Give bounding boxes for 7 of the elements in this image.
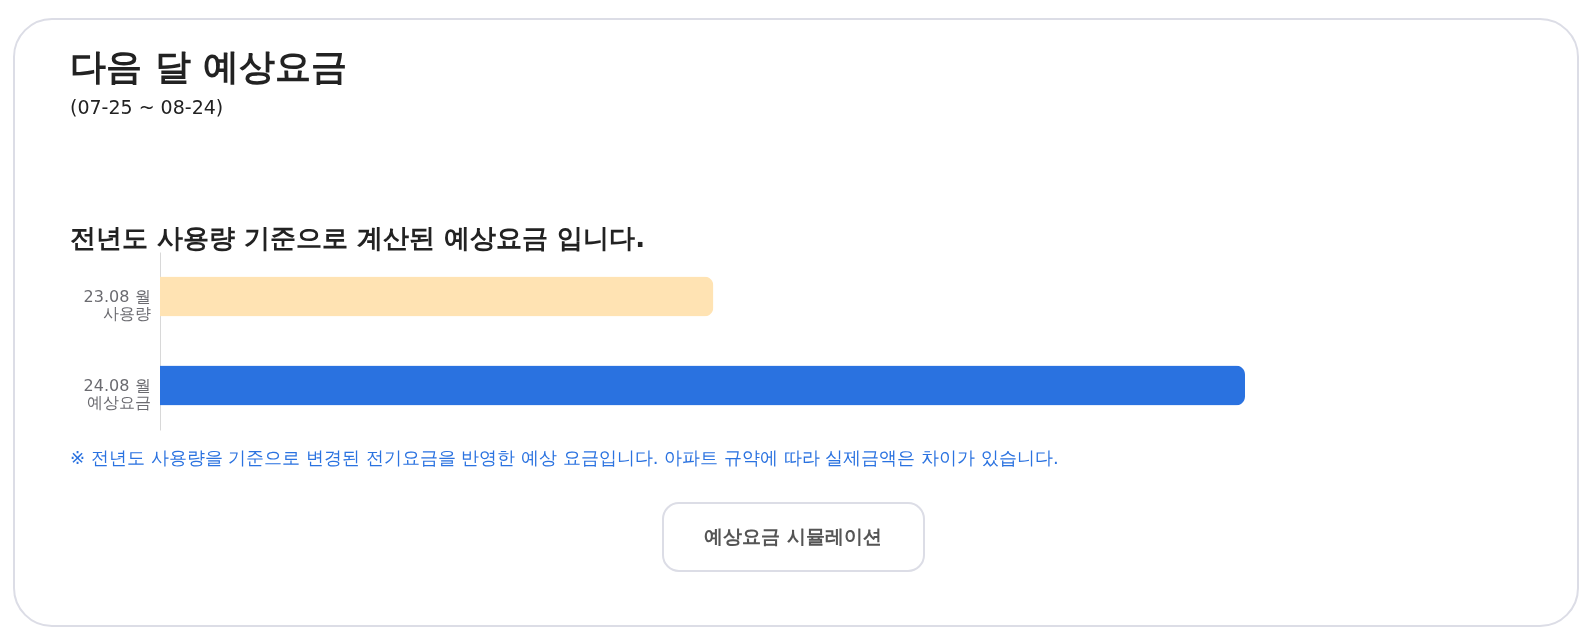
y-tick-label: 23.08 월 사용량 (83, 286, 151, 323)
text: 예상요금 시뮬레이션 (704, 525, 882, 547)
chart-title: 다음 달 예상요금 (70, 46, 348, 87)
text: ※ 전년도 사용량을 기준으로 변경된 전기요금을 반영한 예상 요금입니다. 아파트 규약에 따라 실제금액은 차이가 있습니다. (70, 447, 1059, 468)
chart-subtitle: (07-25 ~ 08-24) (70, 96, 224, 118)
y-tick-label: 24.08 월 예상요금 (83, 375, 151, 412)
annotation: 전년도 사용량 기준으로 계산된 예상요금 입니다. (70, 223, 646, 253)
